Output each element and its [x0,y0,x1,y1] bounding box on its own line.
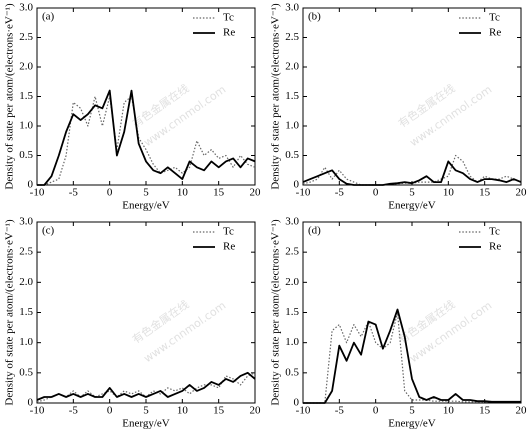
y-tick-label: 1.0 [19,336,33,348]
y-tick-label: 3.0 [285,2,299,14]
y-tick-label: 2.5 [285,246,299,258]
y-tick-label: 2.0 [19,61,33,73]
legend-label: Re [223,27,235,39]
x-tick-label: 5 [409,405,415,417]
y-tick-label: 0 [28,397,34,409]
x-tick-label: -10 [30,405,45,417]
y-tick-label: 0.5 [285,366,299,378]
y-tick-label: 2.0 [19,276,33,288]
panel-label: (b) [308,11,321,23]
y-axis-label: Density of state per atom/(electrons·eV⁻… [270,3,282,190]
y-tick-label: 1.5 [285,90,299,102]
x-axis-label: Energy/eV [122,418,170,430]
x-tick-label: 20 [250,405,262,417]
x-tick-label: -10 [30,187,45,199]
y-tick-label: 2.0 [285,61,299,73]
y-axis-label: Density of state per atom/(electrons·eV⁻… [4,219,16,406]
y-tick-label: 0.5 [19,149,33,161]
x-tick-label: 10 [177,405,189,417]
y-tick-label: 3.0 [19,216,33,228]
x-tick-label: 0 [107,405,113,417]
x-axis-label: Energy/eV [122,200,170,212]
x-tick-label: -5 [69,405,79,417]
x-tick-label: 15 [479,405,491,417]
legend-label: Tc [223,12,234,24]
x-tick-label: -5 [335,405,345,417]
legend-label: Re [489,241,501,253]
x-tick-label: 20 [516,405,528,417]
series-line [302,154,522,186]
y-tick-label: 0 [294,179,300,191]
x-tick-label: 0 [373,405,379,417]
y-tick-label: 1.5 [19,306,33,318]
x-tick-label: 15 [213,405,225,417]
series-line [302,160,522,186]
x-tick-label: -10 [296,405,311,417]
y-tick-label: 2.5 [19,31,33,43]
x-tick-label: 20 [516,187,528,199]
y-tick-label: 0.5 [285,149,299,161]
legend-label: Tc [489,226,500,238]
legend-label: Tc [223,226,234,238]
x-tick-label: 15 [213,187,225,199]
y-tick-label: 1.5 [19,90,33,102]
panel-label: (c) [42,225,55,237]
x-tick-label: -10 [296,187,311,199]
y-tick-label: 1.0 [19,120,33,132]
x-tick-label: 10 [177,187,189,199]
y-tick-label: 0 [28,179,34,191]
x-tick-label: 0 [373,187,379,199]
x-axis-label: Energy/eV [388,418,436,430]
x-tick-label: 20 [250,187,262,199]
panel-label: (d) [308,225,321,237]
series-line [37,95,256,186]
panel-label: (a) [42,11,55,23]
y-tick-label: 3.0 [19,2,33,14]
y-axis-label: Density of state per atom/(electrons·eV⁻… [270,219,282,406]
x-tick-label: 10 [443,405,455,417]
x-tick-label: 0 [107,187,113,199]
y-tick-label: 2.5 [19,246,33,258]
legend-label: Re [223,241,235,253]
legend-label: Re [489,27,501,39]
x-axis-label: Energy/eV [388,200,436,212]
y-axis-label: Density of state per atom/(electrons·eV⁻… [4,3,16,190]
x-tick-label: -5 [69,187,79,199]
y-tick-label: 0.5 [19,366,33,378]
y-tick-label: 1.5 [285,306,299,318]
y-tick-label: 3.0 [285,216,299,228]
x-tick-label: 10 [443,187,455,199]
y-tick-label: 1.0 [285,336,299,348]
series-line [303,308,521,404]
x-tick-label: 5 [143,187,149,199]
x-tick-label: 15 [479,187,491,199]
series-line [36,371,256,401]
y-tick-label: 2.0 [285,276,299,288]
x-tick-label: -5 [335,187,345,199]
series-line [37,89,256,186]
x-tick-label: 5 [143,405,149,417]
y-tick-label: 0 [294,397,300,409]
y-tick-label: 2.5 [285,31,299,43]
y-tick-label: 1.0 [285,120,299,132]
x-tick-label: 5 [409,187,415,199]
legend-label: Tc [489,12,500,24]
